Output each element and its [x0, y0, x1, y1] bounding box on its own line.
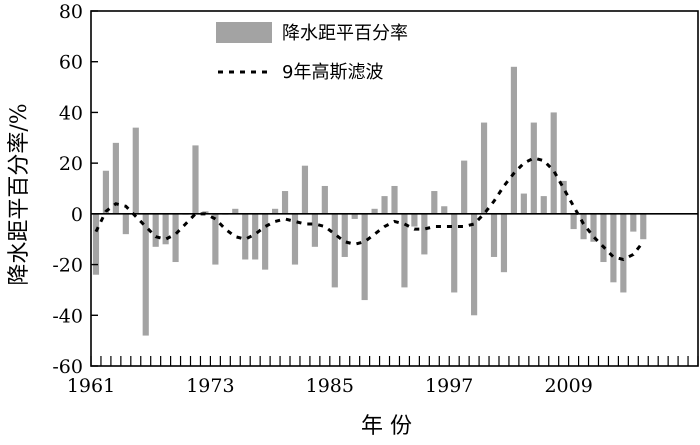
bar-1995 [431, 191, 438, 214]
x-tick-label: 2009 [544, 375, 592, 397]
bar-1984 [321, 185, 328, 214]
plot-frame [90, 10, 699, 367]
bar-1982 [301, 165, 309, 214]
bar-1986 [341, 213, 348, 257]
legend-bar-label: 降水距平百分率 [282, 23, 408, 44]
bar-1973 [212, 213, 219, 265]
y-tick-label: -20 [52, 255, 83, 277]
bar-1978 [262, 213, 269, 270]
bar-2005 [530, 122, 537, 214]
bar-1968 [162, 213, 169, 245]
bar-2004 [520, 193, 527, 214]
bar-1966 [142, 213, 149, 336]
bar-2003 [510, 66, 517, 214]
bar-2012 [600, 213, 607, 263]
legend: 降水距平百分率 9年高斯滤波 [216, 22, 408, 83]
smooth-line [94, 156, 645, 262]
bar-1976 [242, 213, 249, 260]
bar-1971 [192, 145, 199, 214]
bar-2015 [630, 213, 637, 232]
bar-1975 [232, 208, 239, 214]
bar-2007 [550, 112, 557, 214]
bar-1985 [331, 213, 338, 288]
y-axis-title: 降水距平百分率/% [7, 103, 32, 285]
bar-1969 [172, 213, 179, 263]
bar-2000 [480, 122, 488, 214]
bar-1964 [122, 213, 129, 235]
bar-1991 [391, 185, 398, 214]
y-tick-label: -40 [52, 305, 83, 327]
bar-1987 [351, 213, 358, 219]
smooth-line-layer [94, 156, 645, 262]
bar-1988 [361, 213, 368, 301]
bar-1998 [461, 160, 468, 214]
y-tick-label: 0 [71, 204, 83, 226]
bar-2013 [610, 213, 617, 283]
bar-2016 [640, 213, 647, 240]
bar-1977 [252, 213, 259, 260]
bars-layer [92, 66, 647, 336]
y-tick-label: -60 [52, 356, 83, 378]
bar-2014 [620, 213, 627, 293]
y-tick-label: 40 [59, 102, 83, 124]
y-tick-label: 20 [59, 153, 83, 175]
bar-2010 [580, 213, 587, 240]
x-tick-label: 1961 [67, 375, 115, 397]
bar-1963 [112, 142, 119, 214]
bar-1989 [371, 208, 378, 214]
axes-layer: -60 -40 -20 0 20 40 60 80 1961 1973 1985 1997 2009 [52, 1, 699, 397]
bar-1999 [471, 213, 478, 316]
x-tick-label: 1985 [306, 375, 354, 397]
bar-1965 [132, 127, 139, 214]
bar-1990 [381, 196, 388, 214]
bar-2009 [570, 213, 577, 230]
bar-2006 [540, 196, 547, 214]
bar-1980 [281, 191, 289, 214]
bar-1967 [152, 213, 159, 247]
legend-line-label: 9年高斯滤波 [282, 62, 383, 83]
bar-2008 [560, 180, 567, 214]
bar-1997 [451, 213, 458, 293]
y-tick-label: 80 [59, 1, 83, 23]
bar-1961 [92, 213, 100, 275]
bar-1996 [441, 206, 448, 214]
bar-2002 [500, 213, 508, 273]
x-tick-label: 1973 [186, 375, 234, 397]
bar-1994 [421, 213, 428, 255]
bar-1962 [102, 170, 110, 214]
bar-1992 [401, 213, 408, 288]
x-axis-title: 年 份 [361, 414, 412, 439]
bar-1983 [311, 213, 318, 247]
bar-2001 [490, 213, 498, 257]
bar-1981 [291, 213, 299, 265]
legend-bar-swatch [216, 22, 272, 43]
bar-1993 [411, 213, 418, 227]
y-tick-label: 60 [59, 52, 83, 74]
bar-2011 [590, 213, 597, 242]
bar-1979 [272, 208, 279, 214]
x-tick-label: 1997 [425, 375, 473, 397]
